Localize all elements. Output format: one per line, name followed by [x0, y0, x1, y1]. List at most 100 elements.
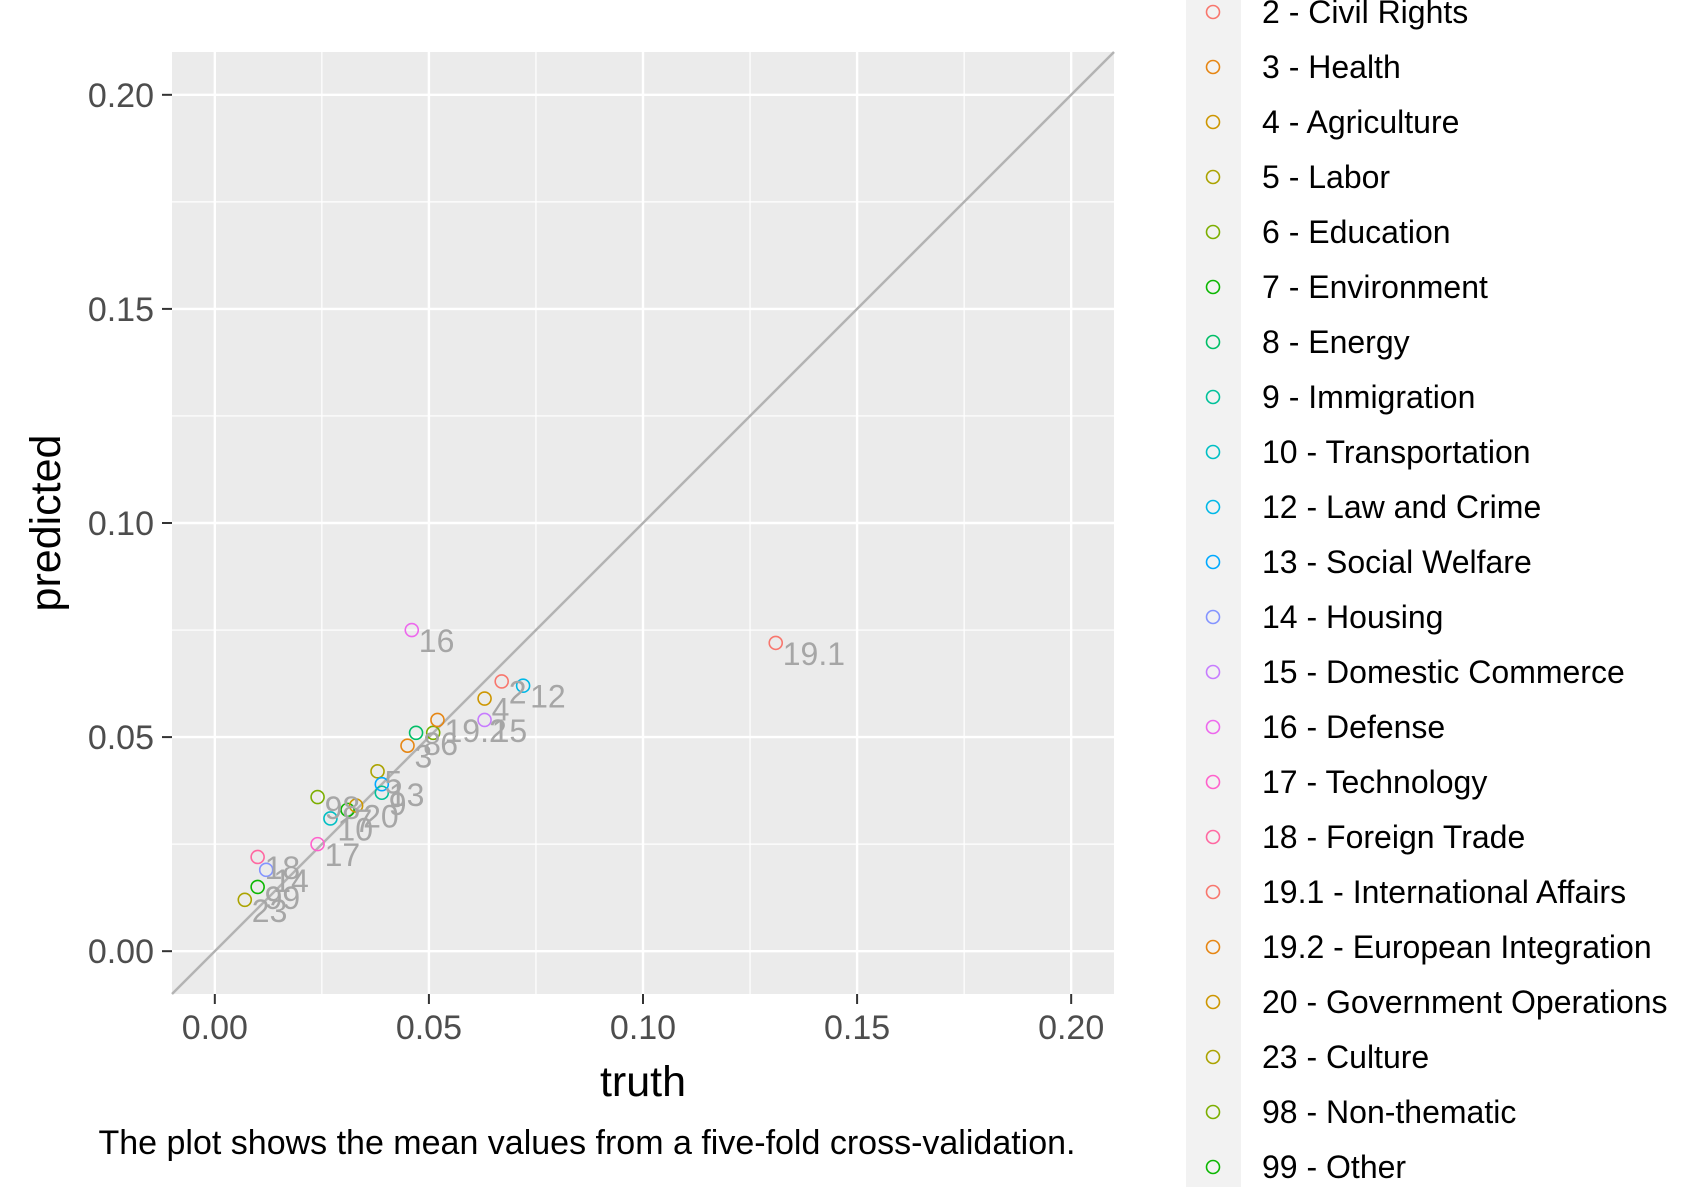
legend-label: 8 - Energy — [1262, 324, 1410, 360]
point-label: 10 — [337, 811, 373, 847]
legend-label: 99 - Other — [1262, 1149, 1406, 1185]
x-tick-label: 0.15 — [824, 1009, 890, 1047]
legend-key-icon — [1205, 774, 1221, 790]
point-label: 3 — [415, 739, 433, 775]
data-point — [494, 674, 510, 689]
data-point — [374, 785, 390, 801]
x-tick-label: 0.00 — [182, 1009, 248, 1047]
legend-key-icon — [1205, 169, 1221, 185]
legend-key-icon — [1205, 994, 1221, 1010]
legend-key-icon — [1205, 664, 1221, 680]
point-label: 14 — [273, 863, 309, 899]
point-label: 9 — [389, 786, 407, 822]
legend-key-icon — [1205, 59, 1221, 75]
legend-key-icon — [1205, 224, 1221, 240]
point-label: 19.2 — [444, 713, 506, 749]
legend-label: 18 - Foreign Trade — [1262, 819, 1525, 855]
legend-label: 12 - Law and Crime — [1262, 489, 1541, 525]
legend-label: 2 - Civil Rights — [1262, 0, 1468, 30]
legend-key-icon — [1205, 4, 1221, 20]
data-point — [430, 712, 445, 728]
y-tick-label: 0.15 — [88, 291, 154, 329]
point-label: 8 — [423, 726, 441, 762]
data-point — [348, 798, 364, 813]
data-point — [768, 635, 784, 651]
legend-key-icon — [1205, 719, 1221, 735]
legend-label: 7 - Environment — [1262, 269, 1488, 305]
y-axis-ticks: 0.00 0.05 0.10 0.15 0.20 — [88, 77, 172, 971]
legend-key-icon — [1205, 389, 1221, 405]
legend-label: 20 - Government Operations — [1262, 984, 1668, 1020]
chart-caption: The plot shows the mean values from a fi… — [98, 1124, 1075, 1162]
legend-label: 98 - Non-thematic — [1262, 1094, 1516, 1130]
legend-label: 6 - Education — [1262, 214, 1451, 250]
data-point — [477, 691, 492, 706]
legend-label: 10 - Transportation — [1262, 434, 1531, 470]
data-points — [237, 622, 784, 908]
legend-key-icon — [1205, 609, 1221, 625]
data-point — [340, 802, 355, 818]
legend-key-icon — [1205, 554, 1221, 570]
point-label: 18 — [265, 850, 301, 886]
point-label: 98 — [325, 790, 361, 826]
reference-line — [171, 51, 1115, 995]
legend-key-icon — [1205, 279, 1221, 295]
data-point — [323, 811, 338, 826]
x-axis-title: truth — [600, 1058, 686, 1106]
point-label: 7 — [355, 803, 373, 839]
legend-label: 5 - Labor — [1262, 159, 1390, 195]
data-point — [408, 725, 424, 741]
legend-label: 13 - Social Welfare — [1262, 544, 1532, 580]
legend-key-icon — [1205, 499, 1221, 515]
point-label: 19.1 — [783, 636, 845, 672]
data-point — [400, 738, 415, 753]
point-label: 4 — [492, 692, 510, 728]
data-point — [370, 764, 385, 779]
point-label: 12 — [530, 679, 566, 715]
data-point — [310, 836, 325, 852]
x-tick-label: 0.20 — [1038, 1009, 1104, 1047]
legend-label: 17 - Technology — [1262, 764, 1487, 800]
legend-background — [1186, 0, 1241, 1187]
legend-label: 19.1 - International Affairs — [1262, 874, 1626, 910]
legend-key-icon — [1205, 1104, 1221, 1120]
data-point — [404, 622, 420, 638]
legend-key-icon — [1205, 334, 1221, 350]
legend-label: 16 - Defense — [1262, 709, 1445, 745]
point-label: 99 — [265, 880, 301, 916]
x-tick-label: 0.05 — [396, 1009, 462, 1047]
y-tick-label: 0.10 — [88, 505, 154, 543]
legend-key-icon — [1205, 1049, 1221, 1065]
legend-label: 19.2 - European Integration — [1262, 929, 1652, 965]
point-label: 16 — [419, 623, 455, 659]
data-point — [310, 789, 325, 805]
legend-label: 14 - Housing — [1262, 599, 1443, 635]
data-point — [250, 849, 265, 865]
legend: 2 - Civil Rights 3 - Health 4 - Agricultur… — [1205, 0, 1668, 1185]
y-axis-title: predicted — [22, 435, 70, 612]
point-label: 20 — [363, 799, 399, 835]
point-label: 17 — [325, 837, 361, 873]
legend-label: 15 - Domestic Commerce — [1262, 654, 1625, 690]
y-tick-label: 0.05 — [88, 719, 154, 757]
point-label: 6 — [440, 726, 458, 762]
data-point — [425, 725, 441, 741]
x-tick-label: 0.10 — [610, 1009, 676, 1047]
legend-key-icon — [1205, 884, 1221, 900]
legend-key-icon — [1205, 114, 1221, 130]
data-point — [374, 776, 390, 792]
data-point — [515, 678, 531, 694]
data-point — [477, 712, 492, 728]
x-axis-ticks: 0.00 0.05 0.10 0.15 0.20 — [182, 994, 1104, 1047]
point-label: 2 — [509, 674, 527, 710]
y-tick-label: 0.00 — [88, 933, 154, 971]
legend-label: 3 - Health — [1262, 49, 1401, 85]
data-point — [250, 879, 265, 895]
data-point — [237, 892, 253, 908]
data-point — [258, 862, 274, 878]
y-tick-label: 0.20 — [88, 77, 154, 115]
point-label: 5 — [385, 764, 403, 800]
legend-key-icon — [1205, 444, 1221, 460]
